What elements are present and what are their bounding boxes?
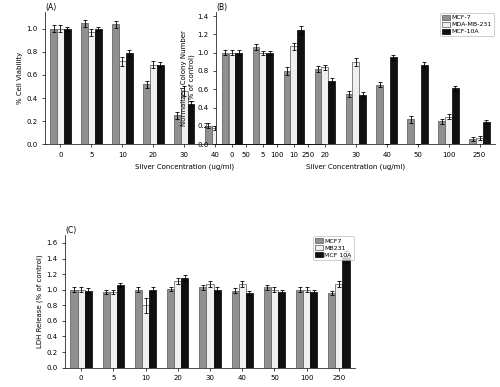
Bar xyxy=(328,293,336,368)
Bar xyxy=(322,67,328,144)
Bar xyxy=(64,29,70,144)
Bar xyxy=(84,291,91,368)
Bar xyxy=(246,293,253,368)
X-axis label: Silver Concentration (ug/ml): Silver Concentration (ug/ml) xyxy=(134,163,234,170)
Bar xyxy=(314,69,322,144)
Bar xyxy=(297,30,304,144)
Bar xyxy=(476,138,483,144)
Bar xyxy=(342,257,349,368)
Bar xyxy=(470,139,476,144)
Bar xyxy=(110,292,117,368)
Bar xyxy=(50,29,57,144)
Bar xyxy=(70,290,78,368)
Bar xyxy=(390,57,397,144)
Bar xyxy=(236,138,243,144)
Bar xyxy=(119,61,126,144)
Bar xyxy=(296,290,303,368)
Legend: MCF-7, MDA-MB-231, MCF-10A: MCF-7, MDA-MB-231, MCF-10A xyxy=(440,13,494,36)
Bar xyxy=(352,62,359,144)
Bar xyxy=(310,292,318,368)
Bar xyxy=(252,47,260,144)
Bar xyxy=(303,290,310,368)
Bar xyxy=(102,292,110,368)
Bar xyxy=(280,136,287,144)
Bar xyxy=(266,53,273,144)
X-axis label: Silver Concentration (ug/ml): Silver Concentration (ug/ml) xyxy=(306,163,406,170)
Bar xyxy=(238,284,246,368)
Bar xyxy=(421,65,428,144)
Bar xyxy=(95,29,102,144)
Bar xyxy=(328,81,335,144)
Bar xyxy=(376,85,384,144)
Bar xyxy=(214,290,220,368)
Bar xyxy=(278,292,285,368)
Bar xyxy=(205,126,212,144)
Bar xyxy=(149,290,156,368)
Bar xyxy=(445,116,452,144)
Bar xyxy=(57,29,64,144)
Bar xyxy=(218,121,226,144)
Bar xyxy=(188,104,194,144)
Text: (C): (C) xyxy=(65,226,76,235)
Bar xyxy=(236,53,242,144)
Bar xyxy=(243,133,250,144)
Bar xyxy=(150,65,156,144)
Y-axis label: Normalized Colony Number
(% of control): Normalized Colony Number (% of control) xyxy=(182,30,195,126)
Bar xyxy=(452,88,459,144)
Bar xyxy=(483,122,490,144)
Bar xyxy=(182,278,188,368)
Bar xyxy=(78,290,84,368)
Bar xyxy=(112,24,119,144)
Bar xyxy=(408,120,414,144)
Y-axis label: LDH Release (% of control): LDH Release (% of control) xyxy=(37,255,44,348)
Text: (B): (B) xyxy=(216,3,228,12)
Bar xyxy=(142,305,149,368)
Bar xyxy=(264,288,271,368)
Bar xyxy=(200,288,206,368)
Bar xyxy=(346,94,352,144)
Y-axis label: % Cell Viability: % Cell Viability xyxy=(18,52,24,104)
Bar xyxy=(267,137,274,144)
Bar xyxy=(181,91,188,144)
Bar xyxy=(359,95,366,144)
Bar xyxy=(156,65,164,144)
Bar xyxy=(250,134,256,144)
Bar xyxy=(88,33,95,144)
Bar xyxy=(174,281,182,368)
Bar xyxy=(143,84,150,144)
Bar xyxy=(312,134,318,144)
Bar xyxy=(284,71,290,144)
Bar xyxy=(126,53,132,144)
Bar xyxy=(174,115,181,144)
Bar xyxy=(232,291,238,368)
Legend: MCF7, MDA MB 231, MCF 10A: MCF7, MDA MB 231, MCF 10A xyxy=(270,13,322,36)
Bar xyxy=(222,53,228,144)
Bar xyxy=(206,284,214,368)
Bar xyxy=(290,46,297,144)
Bar xyxy=(271,290,278,368)
Bar xyxy=(81,23,88,144)
Bar xyxy=(117,285,124,368)
Bar xyxy=(260,53,266,144)
Bar xyxy=(336,284,342,368)
Bar xyxy=(167,289,174,368)
Bar xyxy=(304,143,312,144)
Legend: MCF7, MB231, MCF 10A: MCF7, MB231, MCF 10A xyxy=(313,236,354,260)
Bar xyxy=(274,143,280,144)
Text: (A): (A) xyxy=(45,3,56,12)
Bar xyxy=(212,128,218,144)
Bar xyxy=(298,135,304,144)
Bar xyxy=(135,290,142,368)
Bar xyxy=(438,121,445,144)
Bar xyxy=(228,53,235,144)
